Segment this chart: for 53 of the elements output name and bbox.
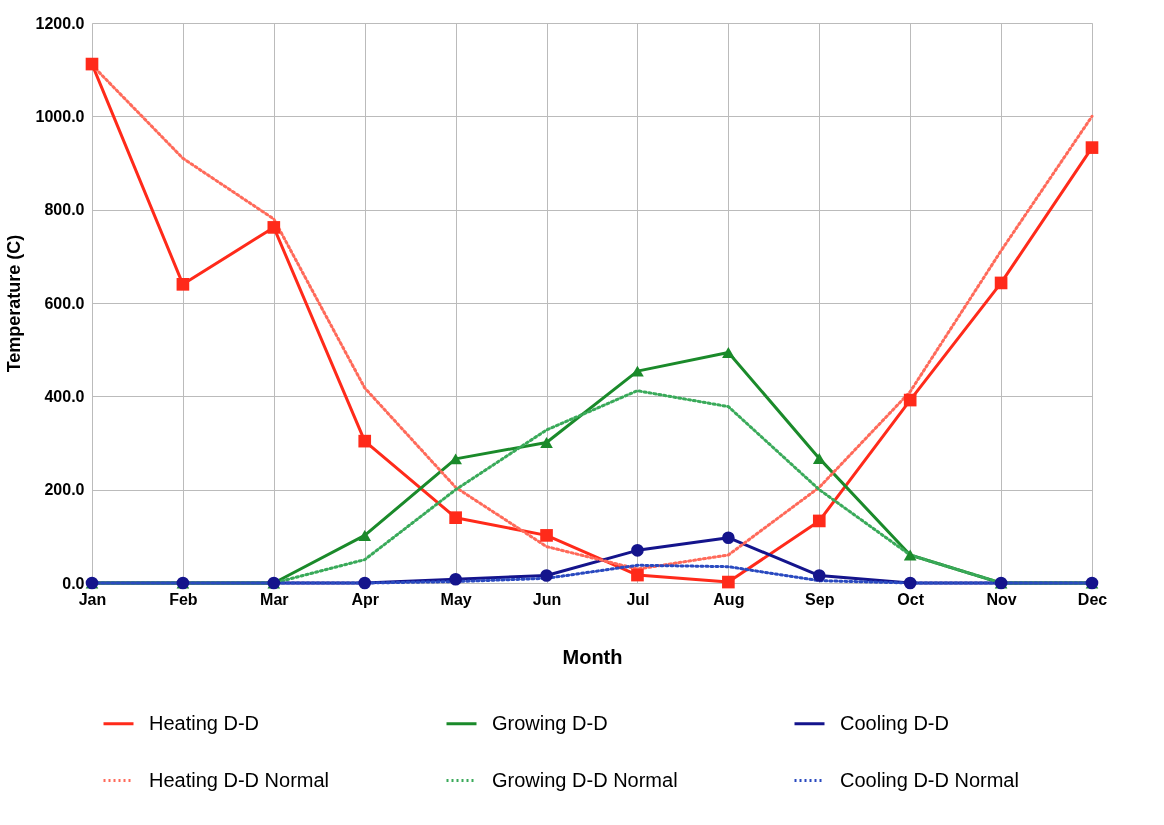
point [540,569,553,582]
x-tick-label: Feb [169,590,198,608]
x-tick-label: Aug [713,590,745,608]
point [358,576,372,590]
point [812,452,826,464]
x-tick-label: May [440,590,472,608]
legend-label: Heating D-D Normal [149,768,330,791]
point [1085,141,1099,154]
point [358,529,372,541]
point [903,549,917,561]
x-tick-label: Dec [1077,590,1108,608]
legend-label: Growing D-D [492,711,608,734]
point [722,575,735,589]
point [631,365,644,377]
y-tick-label: 600.0 [44,294,85,312]
y-tick-label: 0.0 [62,574,85,592]
point [449,453,462,465]
legend-label: Heating D-D [149,711,260,734]
point [449,572,462,586]
point [85,57,99,71]
x-tick-label: Jan [78,590,107,608]
point [903,393,917,407]
point [540,437,553,449]
point [631,568,644,582]
point [812,514,826,528]
x-tick-label: Apr [351,590,380,608]
legend-label: Growing D-D Normal [492,768,678,791]
point [449,511,462,524]
point [358,434,372,448]
point [176,278,190,291]
point [631,544,644,557]
x-tick-label: Sep [805,590,835,608]
point [812,569,826,582]
point [903,576,917,590]
y-axis-title: Temperature (C) [3,234,24,373]
point [267,221,281,234]
x-tick-label: Jun [532,590,562,608]
x-tick-label: Mar [260,590,289,608]
y-tick-label: 800.0 [44,201,85,219]
point [994,276,1008,290]
y-tick-label: 1200.0 [35,14,85,32]
y-tick-label: 1000.0 [35,107,85,125]
x-tick-label: Nov [986,590,1017,608]
x-axis-title: Month [562,645,623,668]
y-tick-label: 400.0 [44,387,85,405]
y-tick-label: 200.0 [44,481,85,499]
legend-label: Cooling D-D Normal [840,768,1019,791]
point [722,346,735,358]
x-tick-label: Oct [897,590,925,608]
point [722,531,735,545]
legend-label: Cooling D-D [840,711,949,734]
point [540,529,553,542]
x-tick-label: Jul [626,590,650,608]
